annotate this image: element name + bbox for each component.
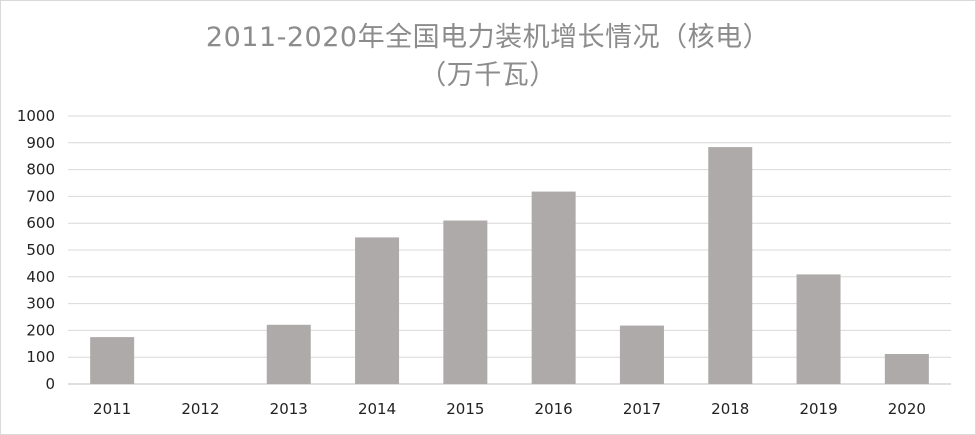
bar-2013 [266,324,311,384]
y-tick-label: 0 [45,375,55,393]
x-tick-label: 2019 [799,400,837,418]
x-tick-label: 2015 [446,400,484,418]
x-tick-label: 2014 [358,400,396,418]
bar-2014 [355,237,400,384]
y-tick-label: 600 [26,214,55,232]
x-tick-label: 2016 [535,400,573,418]
x-tick-label: 2018 [711,400,749,418]
bar-2020 [884,353,929,384]
x-tick-label: 2020 [888,400,926,418]
bar-2017 [619,325,664,384]
y-tick-label: 800 [26,161,55,179]
y-tick-label: 1000 [17,107,55,125]
y-tick-label: 400 [26,268,55,286]
x-tick-label: 2013 [270,400,308,418]
chart-title: 2011-2020年全国电力装机增长情况（核电） [205,22,771,53]
bar-2016 [531,191,576,384]
y-tick-label: 700 [26,187,55,205]
y-tick-label: 300 [26,295,55,313]
chart-subtitle: （万千瓦） [419,60,557,91]
bar-2015 [443,220,488,384]
y-tick-label: 900 [26,134,55,152]
bar-2018 [708,147,753,384]
x-tick-label: 2011 [93,400,131,418]
y-tick-label: 500 [26,241,55,259]
x-tick-label: 2017 [623,400,661,418]
y-tick-label: 100 [26,348,55,366]
bar-2011 [90,337,135,384]
x-tick-label: 2012 [181,400,219,418]
bar-2019 [796,274,841,384]
y-tick-label: 200 [26,321,55,339]
